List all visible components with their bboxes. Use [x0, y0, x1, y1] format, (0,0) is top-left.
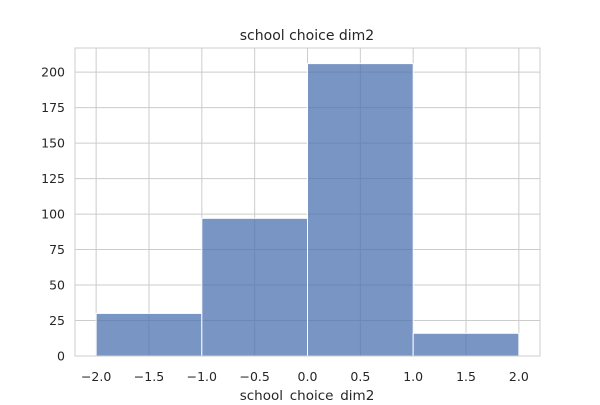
y-tick-label: 200	[41, 65, 65, 80]
chart-title: school choice dim2	[240, 28, 374, 44]
y-tick-label: 100	[41, 207, 65, 222]
histogram-bar-3	[412, 332, 520, 357]
y-tick-label: 50	[49, 278, 65, 293]
x-axis-label: school_choice_dim2	[240, 388, 375, 400]
x-tick-label: 2.0	[509, 369, 529, 384]
y-tick-label: 175	[41, 100, 65, 115]
histogram-bar-1	[201, 217, 308, 357]
tick-labels: −2.0 −1.5 −1.0 −0.5 0.0 0.5 1.0 1.5 2.0 0 25 50 75 10…	[41, 65, 529, 384]
x-tick-label: −1.5	[134, 369, 164, 384]
y-tick-label: 125	[41, 171, 65, 186]
bars	[95, 63, 520, 357]
y-tick-label: 25	[49, 313, 65, 328]
x-tick-label: 0.0	[298, 369, 318, 384]
x-tick-label: 1.0	[403, 369, 423, 384]
axes-frame	[74, 47, 541, 357]
histogram-bar-2	[307, 63, 414, 357]
y-tick-label: 150	[41, 136, 65, 151]
x-tick-label: −2.0	[81, 369, 111, 384]
y-tick-label: 75	[49, 242, 65, 257]
histogram-bar-0	[95, 312, 203, 357]
x-tick-label: 1.5	[456, 369, 476, 384]
x-tick-label: 0.5	[350, 369, 370, 384]
y-tick-label: 0	[57, 349, 65, 364]
x-tick-label: −1.0	[187, 369, 217, 384]
x-tick-label: −0.5	[239, 369, 269, 384]
